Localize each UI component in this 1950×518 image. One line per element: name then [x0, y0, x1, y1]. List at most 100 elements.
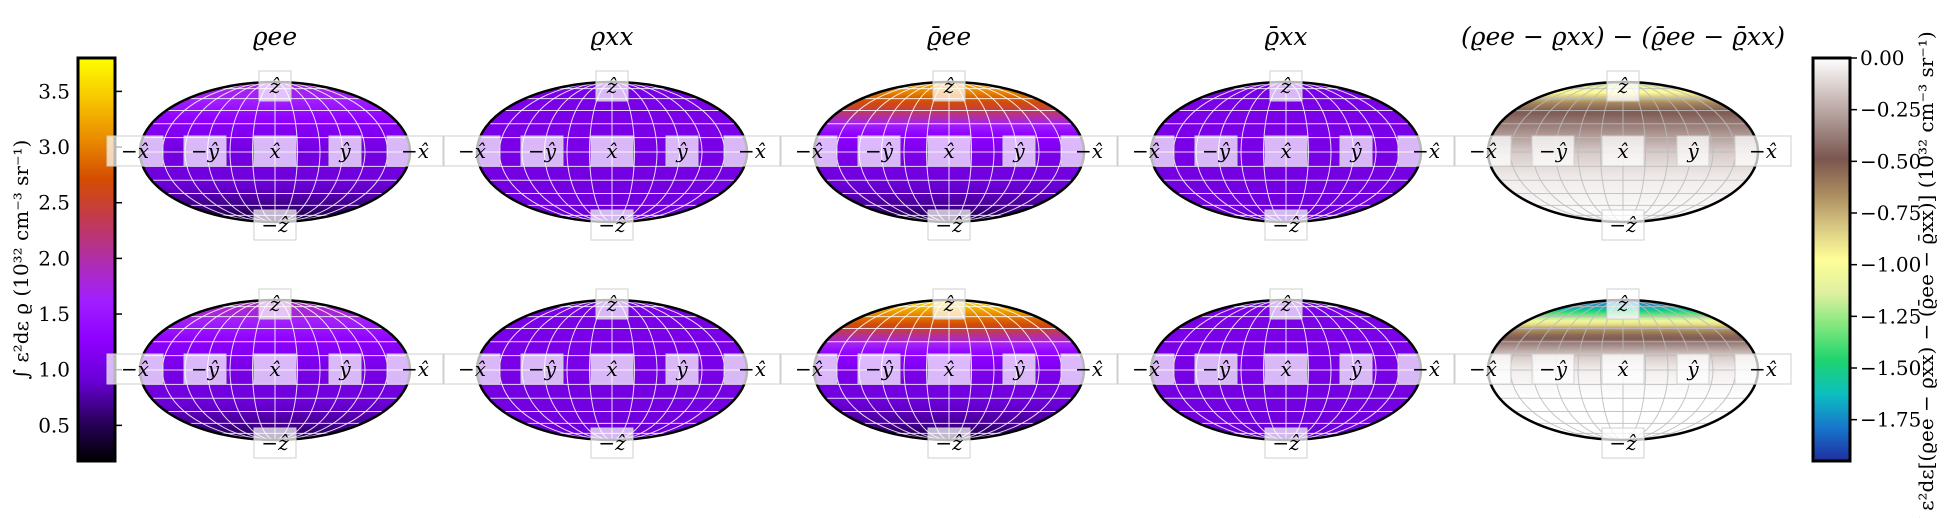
direction-label: −ŷ [865, 139, 894, 163]
direction-label: ẑ [606, 292, 618, 316]
direction-label-box [1060, 353, 1118, 385]
colorbar-left-tick-label: 3.5 [38, 79, 70, 103]
colorbar-right-tick-label: −1.00 [1860, 253, 1921, 277]
panel-r1-c2: ẑ −ẑ −x̂ −ŷ x̂ ŷ −x̂ ϱxx [443, 22, 781, 241]
colorbar-right: 0.00 −0.25 −0.50 −0.75 −1.00 −1.25 −1.50 −1.75∫… [1811, 31, 1938, 518]
direction-label: ẑ [943, 292, 955, 316]
direction-label-box [927, 209, 971, 241]
direction-label-box [1734, 353, 1792, 385]
direction-label-box [520, 135, 564, 167]
panel-r2-c1: ẑ −ẑ −x̂ −ŷ x̂ ŷ −x̂ [106, 288, 444, 459]
direction-label-box [253, 209, 297, 241]
colorbar-right-tick-label: −1.75 [1860, 408, 1921, 432]
direction-label-box [1060, 135, 1118, 167]
panel-r1-c4: ẑ −ẑ −x̂ −ŷ x̂ ŷ −x̂ ϱ̄xx [1117, 22, 1455, 241]
direction-label: x̂ [943, 357, 954, 381]
direction-label: −ẑ [1609, 431, 1637, 455]
direction-label: −x̂ [1075, 139, 1103, 163]
direction-label-box [1454, 353, 1512, 385]
direction-label: x̂ [606, 139, 617, 163]
direction-label-box [1601, 135, 1645, 167]
direction-label: −ẑ [598, 431, 626, 455]
direction-label: −ŷ [528, 357, 557, 381]
panel-title: (ϱee − ϱxx) − (ϱ̄ee − ϱ̄xx) [1461, 22, 1785, 51]
colorbar-left-tick-label: 3.0 [38, 135, 70, 159]
direction-label-box [927, 427, 971, 459]
colorbar-right-tick-label: −1.50 [1860, 356, 1921, 380]
direction-label-box [443, 135, 501, 167]
colorbar-right-tick-label: −0.75 [1860, 201, 1921, 225]
direction-label: ẑ [269, 292, 281, 316]
direction-label: −x̂ [1749, 357, 1777, 381]
direction-label-box [1601, 353, 1645, 385]
panel-r2-c3: ẑ −ẑ −x̂ −ŷ x̂ ŷ −x̂ [780, 288, 1118, 459]
direction-label: −ŷ [1539, 357, 1568, 381]
direction-label-box [932, 70, 966, 102]
direction-label-box [1397, 353, 1455, 385]
direction-label-box [1734, 135, 1792, 167]
direction-label: −ẑ [935, 431, 963, 455]
direction-label-box [1339, 353, 1373, 385]
direction-label-box [590, 427, 634, 459]
panel-r2-c2: ẑ −ẑ −x̂ −ŷ x̂ ŷ −x̂ [443, 288, 781, 459]
colorbar-left-tick-label: 1.5 [38, 302, 70, 326]
direction-label: ŷ [1012, 357, 1025, 381]
direction-label: −x̂ [738, 357, 766, 381]
colorbar-left-tick-label: 2.5 [38, 191, 70, 215]
direction-label: ẑ [1617, 74, 1629, 98]
direction-label: −x̂ [401, 139, 429, 163]
direction-label-box [1269, 288, 1303, 320]
direction-label: ŷ [1686, 139, 1699, 163]
direction-label-box [665, 353, 699, 385]
direction-label-box [927, 135, 971, 167]
panel-title: ϱ̄xx [1265, 22, 1308, 51]
direction-label: x̂ [1280, 357, 1291, 381]
direction-label: ẑ [1617, 292, 1629, 316]
direction-label: −ŷ [1539, 139, 1568, 163]
direction-label-box [1269, 70, 1303, 102]
direction-label: −ẑ [261, 213, 289, 237]
panel-title: ϱxx [591, 22, 634, 51]
direction-label: x̂ [1617, 139, 1628, 163]
direction-label-box [665, 135, 699, 167]
direction-label: x̂ [943, 139, 954, 163]
direction-label-box [386, 135, 444, 167]
direction-label-box [1002, 135, 1036, 167]
direction-label: x̂ [1280, 139, 1291, 163]
direction-label-box [723, 353, 781, 385]
direction-label-box [183, 353, 227, 385]
direction-label-box [258, 70, 292, 102]
direction-label: −ẑ [1609, 213, 1637, 237]
direction-label: x̂ [269, 357, 280, 381]
direction-label-box [723, 135, 781, 167]
direction-label-box [1264, 209, 1308, 241]
direction-label-box [590, 353, 634, 385]
direction-label: ŷ [338, 357, 351, 381]
direction-label-box [253, 353, 297, 385]
direction-label-box [183, 135, 227, 167]
direction-label: −x̂ [121, 357, 149, 381]
direction-label-box [1117, 353, 1175, 385]
direction-label-box [927, 353, 971, 385]
direction-label-box [1606, 288, 1640, 320]
direction-label: −x̂ [795, 139, 823, 163]
direction-label-box [1676, 353, 1710, 385]
direction-label-box [1606, 70, 1640, 102]
direction-label-box [857, 135, 901, 167]
direction-label: −x̂ [458, 357, 486, 381]
direction-label-box [1194, 353, 1238, 385]
colorbar-left-bar [76, 56, 117, 463]
panel-r2-c4: ẑ −ẑ −x̂ −ŷ x̂ ŷ −x̂ [1117, 288, 1455, 459]
direction-label-box [1117, 135, 1175, 167]
direction-label: −ẑ [261, 431, 289, 455]
direction-label-box [780, 353, 838, 385]
colorbar-left-label: ∫ ε²dε ϱ (10³² cm⁻³ sr⁻¹) [9, 140, 33, 380]
direction-label-box [1531, 135, 1575, 167]
direction-label: ŷ [1349, 139, 1362, 163]
direction-label-box [590, 209, 634, 241]
colorbar-left-tick-label: 0.5 [38, 413, 70, 437]
direction-label-box [106, 135, 164, 167]
direction-label-box [1264, 427, 1308, 459]
colorbar-right-tick-label: −0.50 [1860, 149, 1921, 173]
